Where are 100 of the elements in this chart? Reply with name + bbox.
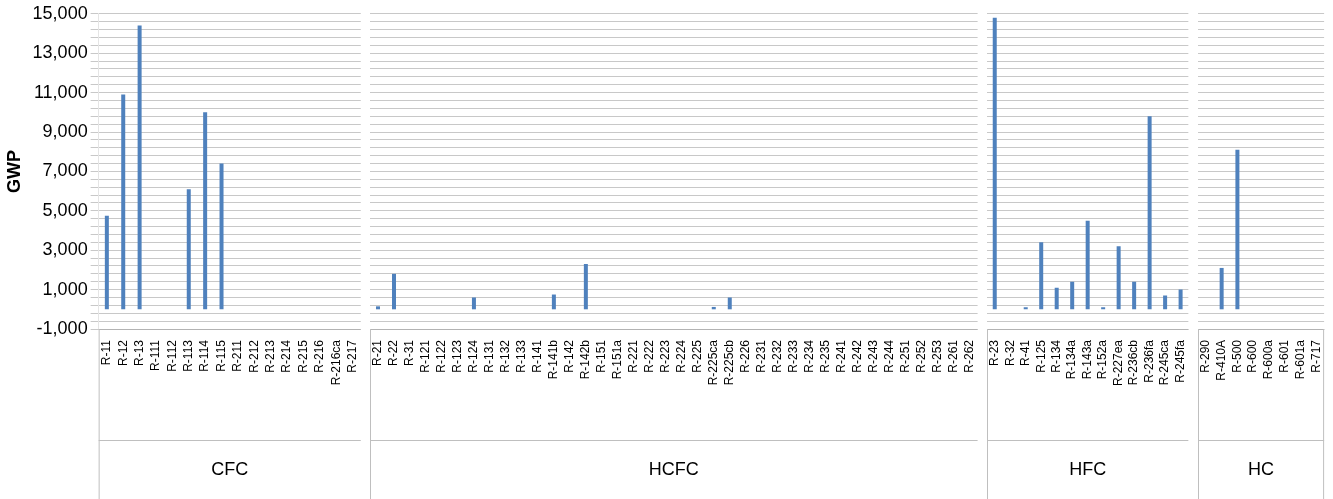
x-tick-label: R-134a — [1064, 339, 1079, 380]
x-tick-label: R-152a — [1095, 339, 1110, 380]
y-tick-label: 9,000 — [42, 120, 88, 141]
y-tick-label: 1,000 — [42, 278, 88, 299]
x-tick-label: R-290 — [1198, 339, 1213, 373]
x-tick-label: R-236fa — [1141, 339, 1156, 383]
x-tick-label: R-134 — [1049, 339, 1064, 373]
bar — [1085, 220, 1090, 310]
y-axis-title: GWP — [3, 149, 24, 193]
bar — [1116, 246, 1121, 310]
x-tick-label: R-132 — [498, 339, 513, 373]
x-tick-label: R-13 — [131, 339, 146, 367]
x-tick-label: R-141b — [546, 339, 561, 380]
x-tick-label: R-500 — [1229, 339, 1244, 373]
x-tick-label: R-225ca — [706, 339, 721, 386]
x-tick-label: R-111 — [148, 339, 163, 371]
bar — [583, 263, 588, 310]
y-tick-label: -1,000 — [36, 317, 88, 338]
x-tick-label: R-223 — [658, 339, 673, 373]
x-tick-label: R-214 — [279, 339, 294, 373]
x-tick-label: R-601 — [1277, 339, 1292, 373]
x-tick-label: R-243 — [865, 339, 880, 373]
x-tick-label: R-216ca — [328, 339, 343, 386]
x-tick-label: R-141 — [530, 339, 545, 373]
bar — [1070, 281, 1075, 310]
x-tick-label: R-251 — [897, 339, 912, 373]
x-tick-label: R-115 — [213, 339, 228, 372]
x-tick-label: R-245ca — [1157, 339, 1172, 386]
x-tick-label: R-217 — [344, 339, 359, 373]
bar — [727, 297, 732, 310]
x-axis-title: HFC — [1069, 459, 1107, 480]
x-tick-label: R-113 — [181, 339, 196, 372]
bar — [137, 25, 142, 310]
bar — [1132, 281, 1137, 310]
x-tick-label: R-151 — [594, 339, 609, 373]
x-tick-label: R-211 — [230, 339, 245, 372]
bar — [376, 306, 380, 310]
x-tick-label: R-241 — [834, 339, 848, 373]
bar — [1039, 242, 1044, 310]
x-tick-label: R-123 — [450, 339, 465, 373]
x-tick-label: R-231 — [754, 339, 769, 373]
x-tick-label: R-31 — [402, 339, 417, 367]
x-tick-label: R-151a — [610, 339, 625, 380]
x-tick-label: R-215 — [295, 339, 310, 373]
y-tick-label: 7,000 — [42, 160, 88, 181]
bar — [104, 215, 109, 310]
x-tick-label: R-131 — [482, 339, 497, 373]
x-tick-label: R-125 — [1033, 339, 1048, 373]
x-tick-label: R-23 — [987, 339, 1002, 367]
x-tick-label: R-143a — [1079, 339, 1094, 380]
x-tick-label: R-261 — [945, 339, 960, 373]
x-tick-label: R-227ea — [1110, 339, 1125, 387]
x-tick-label: R-216 — [312, 339, 327, 373]
x-tick-label: R-717 — [1308, 339, 1323, 373]
x-tick-label: R-234 — [802, 339, 817, 373]
y-tick-label: 5,000 — [42, 199, 88, 220]
x-tick-label: R-601a — [1292, 339, 1307, 380]
bar — [1147, 116, 1152, 310]
x-tick-label: R-232 — [770, 339, 785, 373]
y-tick-label: 11,000 — [33, 81, 88, 102]
x-tick-label: R-112 — [164, 339, 179, 372]
bar — [391, 273, 396, 310]
x-tick-label: R-122 — [434, 339, 449, 373]
bar — [121, 94, 126, 310]
x-tick-label: R-245fa — [1172, 339, 1187, 383]
x-tick-label: R-124 — [466, 339, 481, 373]
x-tick-label: R-41 — [1018, 339, 1033, 367]
x-tick-label: R-226 — [738, 339, 753, 373]
x-tick-label: R-12 — [115, 339, 130, 367]
x-axis-title: HC — [1248, 459, 1275, 480]
x-tick-label: R-121 — [418, 339, 433, 373]
x-tick-label: R-142 — [562, 339, 577, 373]
x-tick-label: R-262 — [961, 339, 976, 373]
x-tick-label: R-233 — [786, 339, 801, 373]
y-tick-label: 3,000 — [42, 239, 88, 260]
bar — [186, 189, 191, 310]
bar — [203, 112, 208, 310]
bar — [1054, 287, 1059, 310]
x-tick-label: R-242 — [849, 339, 864, 373]
bar — [471, 297, 476, 310]
x-tick-label: R-212 — [246, 339, 261, 373]
x-tick-label: R-600a — [1261, 339, 1276, 380]
x-tick-label: R-410A — [1213, 340, 1228, 381]
x-tick-label: R-142b — [578, 339, 593, 380]
x-tick-label: R-21 — [370, 339, 385, 367]
bar — [1178, 289, 1183, 310]
x-tick-label: R-253 — [929, 339, 944, 373]
x-tick-label: R-114 — [197, 339, 212, 372]
x-axis-title: HCFC — [648, 459, 699, 480]
x-tick-label: R-22 — [386, 339, 401, 367]
x-tick-label: R-225 — [690, 339, 705, 373]
x-tick-label: R-224 — [674, 339, 689, 373]
y-tick-label: 13,000 — [32, 42, 88, 63]
x-tick-label: R-11 — [99, 339, 114, 366]
x-tick-label: R-235 — [818, 339, 833, 373]
x-tick-label: R-133 — [514, 339, 529, 373]
x-tick-label: R-600 — [1245, 339, 1260, 373]
x-tick-label: R-221 — [626, 339, 641, 373]
x-tick-label: R-252 — [913, 339, 928, 373]
x-tick-label: R-213 — [262, 339, 277, 373]
